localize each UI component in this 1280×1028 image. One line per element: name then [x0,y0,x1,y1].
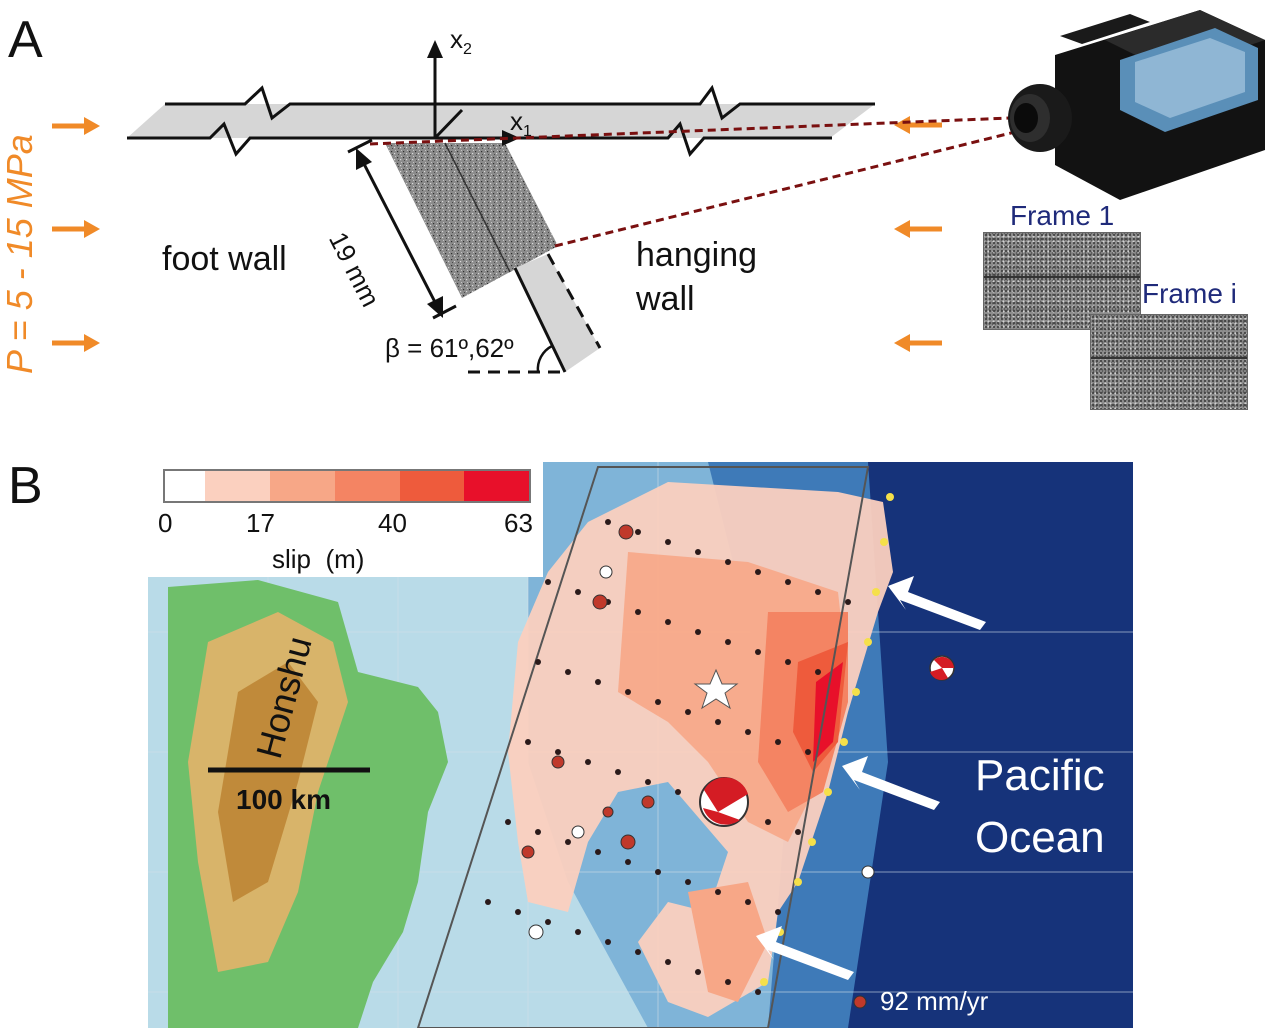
plate-motion-arrows [756,576,986,980]
x1-axis-label: x1 [510,106,532,141]
hanging-wall-label-2: wall [636,280,695,318]
pacific-label-2: Ocean [975,813,1105,862]
high-speed-camera [1008,10,1265,200]
colorbar-segment [334,471,400,501]
trench-markers [760,493,894,986]
x2-arrowhead [427,40,443,58]
x1-arrowhead [502,130,520,146]
angle-arc [536,344,553,373]
colorbar-segment [270,471,335,501]
subfault-dots [485,519,851,995]
lower-grey-band [515,254,600,372]
panel-a-letter: A [8,11,43,69]
colorbar-segment [205,471,271,501]
hanging-wall-label-1: hanging [636,236,758,274]
aftershock-beachballs [521,524,875,1009]
panel-b-letter: B [8,457,43,515]
fault-schematic [52,40,1016,374]
angle-label: β = 61º,62º [385,333,514,363]
frame-i-label: Frame i [1142,278,1237,309]
scale-label: 100 km [236,784,331,815]
frame-1-label: Frame 1 [1010,200,1115,231]
colorbar-segment [464,471,530,501]
fault-plane-trace [444,142,511,273]
pacific-label-1: Pacific [975,751,1105,800]
frame-i-image [1090,314,1248,410]
focal-mechanism-main [699,777,749,827]
horizontal-sample-band [127,104,875,138]
colorbar-segment [399,471,465,501]
colorbar-tick-1: 17 [246,508,275,538]
band-top-edge [165,84,875,121]
pressure-arrows-right [894,116,942,352]
pressure-arrows-left [52,117,100,352]
frame-1-image [983,232,1141,330]
fault-plane-outline [416,466,870,1028]
colorbar-tick-0: 0 [158,508,173,538]
focal-mechanism-offshore [929,655,955,681]
foot-wall-label: foot wall [162,240,287,278]
velocity-label: 92 mm/yr [880,986,989,1016]
x2-axis-label: x2 [450,24,472,59]
speckle-sample [385,143,558,298]
colorbar-tick-3: 63 [504,508,533,538]
slip-colorbar [163,469,531,503]
epicenter-star [693,668,739,710]
colorbar-segment [165,471,206,501]
colorbar-title: slip (m) [272,544,365,574]
colorbar-tick-2: 40 [378,508,407,538]
camera-rays [369,116,1016,248]
slip-map [148,462,1133,1028]
